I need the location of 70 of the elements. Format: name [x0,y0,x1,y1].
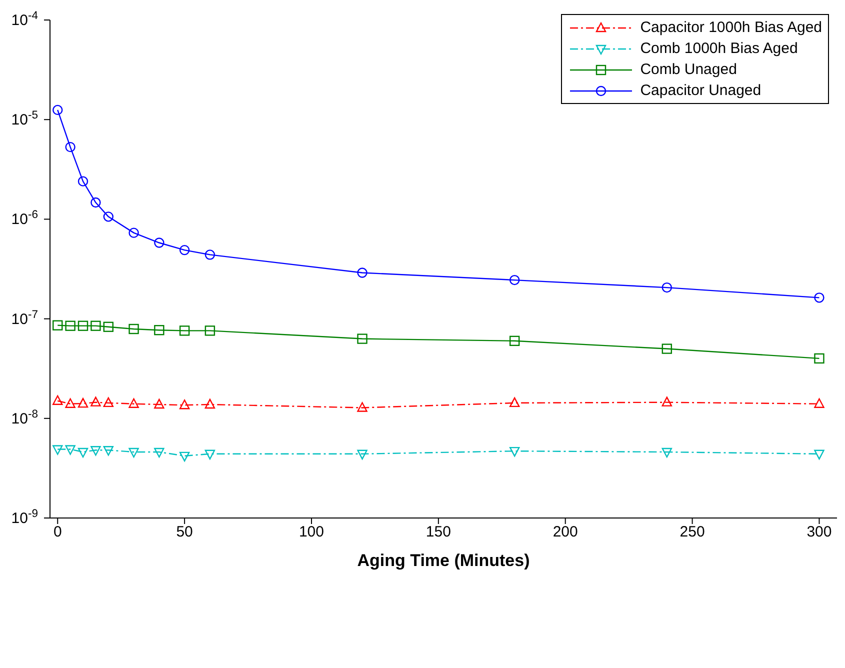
y-tick-label: 10$^{-8}$ [11,408,38,428]
point [103,446,114,456]
point [78,398,88,408]
point [814,398,824,408]
legend-label: Capacitor Unaged [640,82,762,99]
point [65,320,76,331]
point [103,397,114,408]
point [78,176,88,186]
x-tick-label: 200 [552,524,578,541]
x-tick-label: 300 [806,524,832,541]
point [662,448,672,458]
point [357,268,368,278]
point [204,250,216,260]
point [65,445,76,455]
point [52,445,63,455]
point [65,142,76,152]
point [128,398,139,408]
point [90,446,101,456]
point [509,336,520,346]
point [65,398,76,408]
y-tick-label: 10$^{-5}$ [11,110,38,129]
point [52,320,63,330]
point [52,395,63,405]
x-axis-title: Aging Time (Minutes) [357,551,530,570]
point [90,197,101,208]
point [128,448,139,458]
point [179,244,190,256]
point [204,450,216,460]
point [814,353,824,364]
x-tick-label: 100 [298,524,324,541]
point [509,446,520,457]
x-tick-label: 150 [426,524,451,541]
y-tick-label: 10$^{-9}$ [11,508,38,527]
x-tick-label: 50 [176,524,193,541]
x-tick-label: 250 [680,524,705,541]
point [662,282,672,293]
point [814,450,824,460]
point [179,452,190,462]
point [103,212,114,222]
point [128,228,139,238]
point [204,398,216,409]
point [357,334,368,344]
point [179,326,190,336]
point [90,396,101,406]
point [78,448,88,458]
point [154,448,164,458]
point [128,324,139,334]
point [662,396,672,406]
point [509,397,520,408]
point [179,400,190,410]
point [78,320,88,331]
point [154,398,164,409]
point [52,104,63,116]
point [154,238,164,248]
point [662,344,672,354]
y-tick-label: 10$^{-4}$ [11,10,38,29]
point [90,320,101,331]
y-tick-label: 10$^{-7}$ [11,308,38,328]
x-tick-label: 0 [53,524,62,541]
point [509,274,520,286]
legend-label: Capacitor 1000h Bias Aged [640,19,822,36]
point [357,450,368,460]
point [103,322,114,332]
point [814,292,824,303]
legend-label: Comb Unaged [640,61,737,78]
legend-label: Comb 1000h Bias Aged [640,40,798,57]
point [204,326,216,336]
point [357,402,368,412]
point [154,325,164,336]
y-tick-label: 10$^{-6}$ [11,209,38,228]
